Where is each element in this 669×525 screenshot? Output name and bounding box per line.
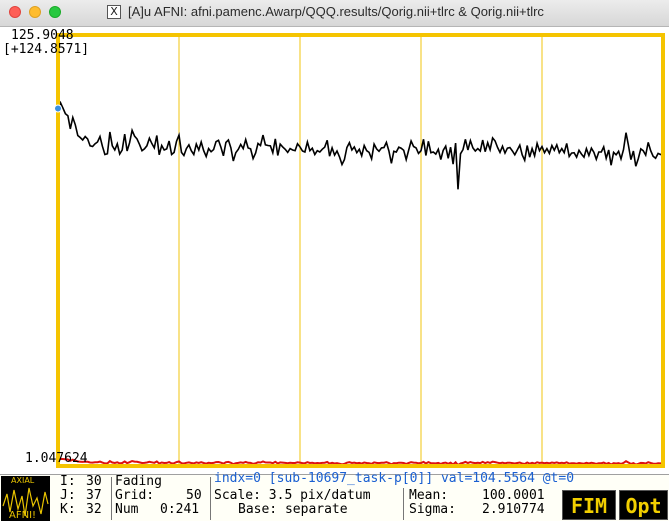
fim-button[interactable]: FIM [562,490,616,520]
i-value: 30 [86,474,102,489]
grid-label: Grid: [115,488,155,503]
sigma-label: Sigma: [409,502,456,517]
j-value: 37 [86,488,102,503]
separator [403,488,404,520]
data-series-line [57,100,664,190]
window-title: [A]u AFNI: afni.pamenc.Awarp/QQQ.results… [128,4,544,19]
j-label: J: [60,488,76,503]
separator [111,477,112,520]
thumbnail-wave-icon [2,487,49,517]
num-label: Num [115,502,139,517]
close-window-button[interactable] [9,6,21,18]
scale-info: Scale: 3.5 pix/datum [214,488,371,503]
thumbnail-axial-label: AXIAL [11,476,35,485]
x11-icon: X [107,5,121,19]
y-bottom-label: 1.047624 [25,451,88,466]
minimize-window-button[interactable] [29,6,41,18]
graph-area[interactable]: 125.9048 [+124.8571] 1.047624 [0,27,669,474]
y-top-label: 125.9048 [11,28,74,43]
num-value: 0:241 [160,502,200,517]
i-label: I: [60,474,76,489]
sigma-value: 2.910774 [482,502,545,517]
k-label: K: [60,502,76,517]
baseline-trace [58,458,663,467]
thumbnail-afni-label: AFNI! [9,510,37,521]
axial-thumbnail[interactable]: AXIAL AFNI! [1,476,50,521]
bottom-panel: AXIAL AFNI! I: 30 J: 37 K: 32 Fading Gri… [0,471,669,521]
opt-button[interactable]: Opt [619,490,668,520]
separator [210,477,211,520]
zoom-window-button[interactable] [49,6,61,18]
k-value: 32 [86,502,102,517]
base-info: Base: separate [238,502,348,517]
window-titlebar: X [A]u AFNI: afni.pamenc.Awarp/QQQ.resul… [0,0,669,27]
voxel-info-line: indx=0 [sub-10697_task-p[0]] val=104.556… [214,471,575,486]
y-top-bracket-label: [+124.8571] [3,42,90,57]
graph-frame [56,33,665,468]
current-point-icon [54,104,62,113]
grid-value: 50 [186,488,202,503]
timeseries-graph[interactable] [0,27,669,474]
mean-value: 100.0001 [482,488,545,503]
fading-toggle[interactable]: Fading [115,474,162,489]
mean-label: Mean: [409,488,449,503]
